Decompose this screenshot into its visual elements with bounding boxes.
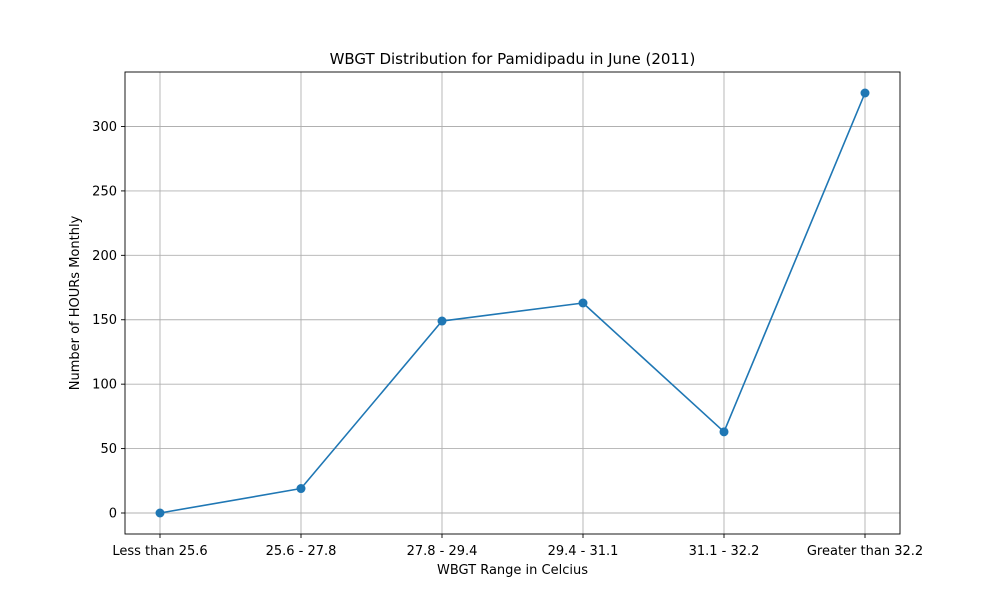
y-axis: 0 50 100 150 200 250 300 <box>92 120 125 522</box>
x-tick-label: 31.1 - 32.2 <box>689 544 760 559</box>
x-tick-label: Greater than 32.2 <box>807 544 923 559</box>
x-axis-label: WBGT Range in Celcius <box>437 563 588 578</box>
series-layer <box>155 88 870 518</box>
y-tick-label: 150 <box>92 313 117 328</box>
x-tick-label: 29.4 - 31.1 <box>548 544 619 559</box>
y-axis-label: Number of HOURs Monthly <box>68 215 83 390</box>
y-tick-label: 0 <box>109 507 117 522</box>
y-tick-label: 300 <box>92 120 117 135</box>
x-tick-label: 27.8 - 29.4 <box>407 544 478 559</box>
y-tick-label: 200 <box>92 249 117 264</box>
x-tick-label: Less than 25.6 <box>112 544 207 559</box>
plot-area-frame <box>124 71 901 535</box>
grid-lines <box>125 72 900 534</box>
x-tick-label: 25.6 - 27.8 <box>266 544 337 559</box>
chart-title: WBGT Distribution for Pamidipadu in June… <box>330 50 696 68</box>
x-axis: Less than 25.6 25.6 - 27.8 27.8 - 29.4 29.4… <box>112 534 923 559</box>
data-point <box>860 88 870 98</box>
data-point <box>578 298 588 308</box>
y-tick-label: 250 <box>92 184 117 199</box>
y-tick-label: 50 <box>100 442 117 457</box>
data-point <box>437 316 447 326</box>
data-point <box>155 508 165 518</box>
data-point <box>719 427 729 437</box>
series-line <box>159 92 866 514</box>
y-tick-label: 100 <box>92 378 117 393</box>
data-point <box>296 484 306 494</box>
